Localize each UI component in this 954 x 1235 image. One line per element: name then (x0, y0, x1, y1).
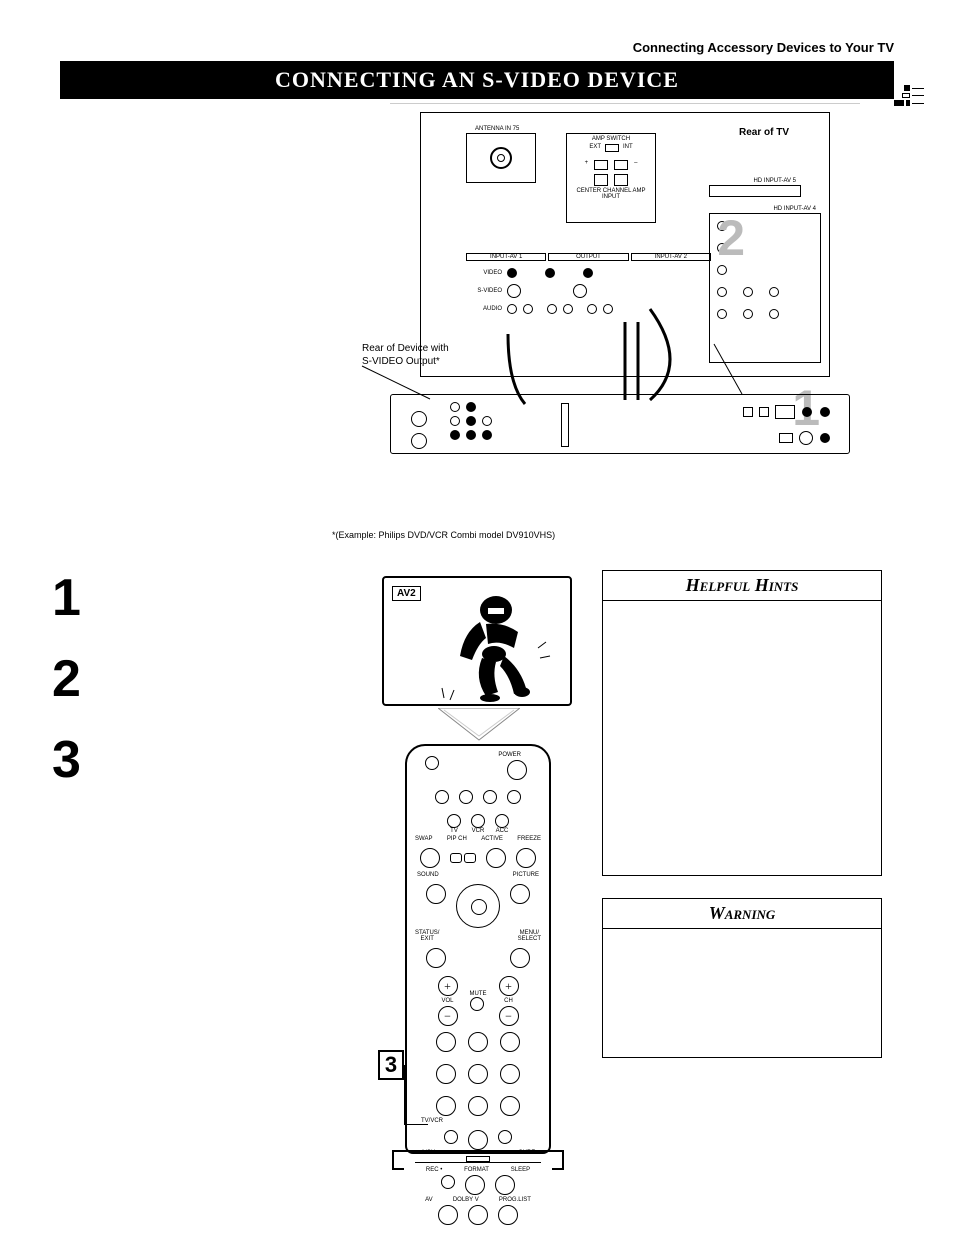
pip-row (407, 848, 549, 868)
callout-number-2: 2 (717, 209, 745, 267)
title-text: CONNECTING AN S-VIDEO DEVICE (275, 67, 679, 92)
acc-button[interactable] (495, 814, 509, 828)
num-6[interactable] (500, 1064, 520, 1084)
callout-box-3: 3 (378, 1050, 404, 1080)
breadcrumb: Connecting Accessory Devices to Your TV (60, 40, 894, 55)
example-footnote: *(Example: Philips DVD/VCR Combi model D… (332, 530, 555, 540)
warning-body (603, 929, 881, 1055)
ch-down[interactable]: − (499, 1006, 519, 1026)
pip-off[interactable] (464, 853, 476, 863)
vcr-button[interactable] (471, 814, 485, 828)
page-title: CONNECTING AN S-VIDEO DEVICE (60, 61, 894, 99)
sleep-button[interactable] (495, 1175, 515, 1195)
av-button[interactable] (438, 1205, 458, 1225)
connector-icons (890, 85, 924, 106)
num-3[interactable] (500, 1032, 520, 1052)
rear-tv-panel: Rear of TV ANTENNA IN 75 AMP SWITCH EXT … (420, 112, 830, 377)
av-source-badge: AV2 (392, 586, 421, 601)
dolby-button[interactable] (468, 1205, 488, 1225)
transport-row (407, 790, 549, 804)
num-5[interactable] (468, 1064, 488, 1084)
remote-base (392, 1150, 564, 1168)
antenna-label: ANTENNA IN 75 (475, 126, 519, 132)
sound-button[interactable] (426, 884, 446, 904)
num-2[interactable] (468, 1032, 488, 1052)
callout-line-3 (404, 1065, 428, 1125)
tv-screen-preview: AV2 (382, 576, 572, 706)
play-button[interactable] (483, 790, 497, 804)
warning-title: Warning (603, 899, 881, 929)
amp-button[interactable] (441, 1175, 455, 1189)
ch-up[interactable]: + (499, 976, 519, 996)
tv-button[interactable] (447, 814, 461, 828)
step-numbers: 1 2 3 (52, 562, 81, 804)
football-player-illustration (434, 588, 564, 703)
num-4[interactable] (436, 1064, 456, 1084)
center-label: CENTER CHANNEL AMP INPUT (567, 188, 655, 200)
ach-button[interactable] (444, 1130, 458, 1144)
vol-ch-cluster: + VOL − MUTE + CH − (407, 976, 549, 1026)
active-control-button[interactable] (486, 848, 506, 868)
amp-int: INT (623, 144, 633, 152)
status-exit-button[interactable] (426, 948, 446, 968)
ok-button[interactable] (471, 899, 487, 915)
proglist-button[interactable] (498, 1205, 518, 1225)
rear-tv-label: Rear of TV (739, 127, 789, 138)
power-button[interactable] (507, 760, 527, 780)
av-inputs-panel: INPUT-AV 1 OUTPUT INPUT-AV 2 VIDEO S-VID… (466, 253, 711, 363)
standby-button[interactable] (425, 756, 439, 770)
helpful-hints-panel: Helpful Hints (602, 570, 882, 876)
vol-down[interactable]: − (438, 1006, 458, 1026)
number-pad (407, 1032, 549, 1116)
format-button[interactable] (465, 1175, 485, 1195)
menu-select-button[interactable] (510, 948, 530, 968)
step-2: 2 (52, 643, 81, 716)
source-row: TV VCR ACC (407, 814, 549, 834)
source-device-rear (390, 394, 850, 454)
freeze-button[interactable] (516, 848, 536, 868)
num-7[interactable] (436, 1096, 456, 1116)
vol-up[interactable]: + (438, 976, 458, 996)
amp-switch-panel: AMP SWITCH EXT INT + – CENTER CHANNEL AM… (566, 133, 656, 223)
swap-button[interactable] (420, 848, 440, 868)
picture-button[interactable] (510, 884, 530, 904)
hints-title: Helpful Hints (603, 571, 881, 601)
pip-on[interactable] (450, 853, 462, 863)
stop-button[interactable] (459, 790, 473, 804)
warning-panel: Warning (602, 898, 882, 1058)
amp-ext: EXT (589, 144, 601, 152)
nav-ring[interactable] (456, 884, 500, 928)
num-0[interactable] (468, 1130, 488, 1150)
mute-button[interactable] (470, 997, 484, 1011)
num-8[interactable] (468, 1096, 488, 1116)
amp-label: AMP SWITCH (567, 136, 655, 142)
step-1: 1 (52, 562, 81, 635)
num-1[interactable] (436, 1032, 456, 1052)
surf-button[interactable] (498, 1130, 512, 1144)
power-label: POWER (498, 752, 521, 758)
step-3: 3 (52, 724, 81, 797)
antenna-in: ANTENNA IN 75 (466, 133, 536, 183)
connection-diagram: Rear of TV ANTENNA IN 75 AMP SWITCH EXT … (390, 103, 860, 483)
hints-body (603, 601, 881, 873)
rewind-button[interactable] (435, 790, 449, 804)
forward-button[interactable] (507, 790, 521, 804)
num-9[interactable] (500, 1096, 520, 1116)
tv-pointer-icon (438, 708, 520, 742)
hd-input-5: HD INPUT-AV 5 (709, 185, 801, 197)
